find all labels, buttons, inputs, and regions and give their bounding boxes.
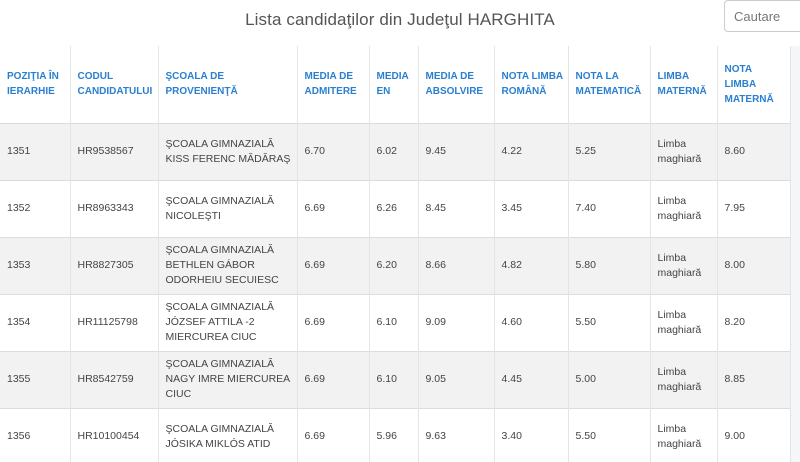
- cell-en-average: 5.96: [369, 408, 419, 462]
- cell-school: ŞCOALA GIMNAZIALĂ NAGY IMRE MIERCUREA CI…: [158, 351, 298, 408]
- cell-romanian-grade: 4.60: [494, 294, 569, 351]
- cell-mother-tongue-grade: 7.95: [717, 180, 791, 237]
- cell-en-average: 6.02: [369, 123, 419, 180]
- column-header-math-grade[interactable]: NOTA LA MATEMATICĂ: [568, 46, 651, 123]
- table-header-row: POZIŢIA ÎN IERARHIE CODUL CANDIDATULUI Ş…: [0, 46, 791, 123]
- cell-graduation-average: 8.66: [418, 237, 495, 294]
- cell-school: ŞCOALA GIMNAZIALĂ JÓZSEF ATTILA -2 MIERC…: [158, 294, 298, 351]
- cell-admission-average: 6.69: [297, 351, 370, 408]
- cell-mother-tongue-grade: 8.20: [717, 294, 791, 351]
- cell-romanian-grade: 4.22: [494, 123, 569, 180]
- cell-candidate-code: HR8827305: [70, 237, 159, 294]
- page-title: Lista candidaţilor din Judeţul HARGHITA: [245, 10, 555, 29]
- cell-admission-average: 6.69: [297, 408, 370, 462]
- cell-romanian-grade: 3.40: [494, 408, 569, 462]
- cell-math-grade: 7.40: [568, 180, 651, 237]
- column-header-school[interactable]: ŞCOALA DE PROVENIENŢĂ: [158, 46, 298, 123]
- column-header-en-average[interactable]: MEDIA EN: [369, 46, 419, 123]
- cell-mother-tongue: Limba maghiară: [650, 180, 718, 237]
- cell-graduation-average: 8.45: [418, 180, 495, 237]
- cell-math-grade: 5.50: [568, 294, 651, 351]
- cell-mother-tongue-grade: 9.00: [717, 408, 791, 462]
- cell-mother-tongue: Limba maghiară: [650, 294, 718, 351]
- table-row: 1352 HR8963343 ŞCOALA GIMNAZIALĂ NICOLEŞ…: [0, 180, 791, 237]
- cell-romanian-grade: 3.45: [494, 180, 569, 237]
- cell-admission-average: 6.69: [297, 237, 370, 294]
- cell-en-average: 6.10: [369, 294, 419, 351]
- cell-school: ŞCOALA GIMNAZIALĂ BETHLEN GÁBOR ODORHEIU…: [158, 237, 298, 294]
- cell-candidate-code: HR8542759: [70, 351, 159, 408]
- cell-rank: 1352: [0, 180, 71, 237]
- candidates-table-container: POZIŢIA ÎN IERARHIE CODUL CANDIDATULUI Ş…: [0, 46, 800, 462]
- cell-romanian-grade: 4.82: [494, 237, 569, 294]
- cell-graduation-average: 9.09: [418, 294, 495, 351]
- cell-candidate-code: HR11125798: [70, 294, 159, 351]
- cell-mother-tongue: Limba maghiară: [650, 351, 718, 408]
- cell-math-grade: 5.25: [568, 123, 651, 180]
- cell-rank: 1351: [0, 123, 71, 180]
- candidates-table: POZIŢIA ÎN IERARHIE CODUL CANDIDATULUI Ş…: [0, 46, 791, 462]
- cell-romanian-grade: 4.45: [494, 351, 569, 408]
- cell-rank: 1353: [0, 237, 71, 294]
- cell-graduation-average: 9.63: [418, 408, 495, 462]
- column-header-candidate-code[interactable]: CODUL CANDIDATULUI: [70, 46, 159, 123]
- cell-math-grade: 5.80: [568, 237, 651, 294]
- table-row: 1353 HR8827305 ŞCOALA GIMNAZIALĂ BETHLEN…: [0, 237, 791, 294]
- cell-admission-average: 6.69: [297, 294, 370, 351]
- cell-school: ŞCOALA GIMNAZIALĂ JÓSIKA MIKLÓS ATID: [158, 408, 298, 462]
- search-input[interactable]: [724, 0, 800, 32]
- table-row: 1354 HR11125798 ŞCOALA GIMNAZIALĂ JÓZSEF…: [0, 294, 791, 351]
- cell-mother-tongue: Limba maghiară: [650, 237, 718, 294]
- column-header-admission-average[interactable]: MEDIA DE ADMITERE: [297, 46, 370, 123]
- cell-graduation-average: 9.05: [418, 351, 495, 408]
- table-row: 1355 HR8542759 ŞCOALA GIMNAZIALĂ NAGY IM…: [0, 351, 791, 408]
- cell-en-average: 6.10: [369, 351, 419, 408]
- column-header-rank[interactable]: POZIŢIA ÎN IERARHIE: [0, 46, 71, 123]
- cell-rank: 1355: [0, 351, 71, 408]
- cell-mother-tongue: Limba maghiară: [650, 123, 718, 180]
- cell-rank: 1354: [0, 294, 71, 351]
- cell-graduation-average: 9.45: [418, 123, 495, 180]
- cell-en-average: 6.26: [369, 180, 419, 237]
- column-header-romanian-grade[interactable]: NOTA LIMBA ROMÂNĂ: [494, 46, 569, 123]
- table-row: 1351 HR9538567 ŞCOALA GIMNAZIALĂ KISS FE…: [0, 123, 791, 180]
- cell-candidate-code: HR9538567: [70, 123, 159, 180]
- column-header-mother-tongue-grade[interactable]: NOTA LIMBA MATERNĂ: [717, 46, 791, 123]
- cell-math-grade: 5.00: [568, 351, 651, 408]
- cell-admission-average: 6.70: [297, 123, 370, 180]
- cell-mother-tongue-grade: 8.60: [717, 123, 791, 180]
- cell-admission-average: 6.69: [297, 180, 370, 237]
- table-row: 1356 HR10100454 ŞCOALA GIMNAZIALĂ JÓSIKA…: [0, 408, 791, 462]
- cell-rank: 1356: [0, 408, 71, 462]
- column-header-graduation-average[interactable]: MEDIA DE ABSOLVIRE: [418, 46, 495, 123]
- cell-en-average: 6.20: [369, 237, 419, 294]
- cell-candidate-code: HR8963343: [70, 180, 159, 237]
- cell-mother-tongue-grade: 8.85: [717, 351, 791, 408]
- column-header-mother-tongue[interactable]: LIMBA MATERNĂ: [650, 46, 718, 123]
- cell-school: ŞCOALA GIMNAZIALĂ KISS FERENC MĂDĂRAŞ: [158, 123, 298, 180]
- cell-mother-tongue: Limba maghiară: [650, 408, 718, 462]
- cell-math-grade: 5.50: [568, 408, 651, 462]
- cell-candidate-code: HR10100454: [70, 408, 159, 462]
- cell-mother-tongue-grade: 8.00: [717, 237, 791, 294]
- cell-school: ŞCOALA GIMNAZIALĂ NICOLEŞTI: [158, 180, 298, 237]
